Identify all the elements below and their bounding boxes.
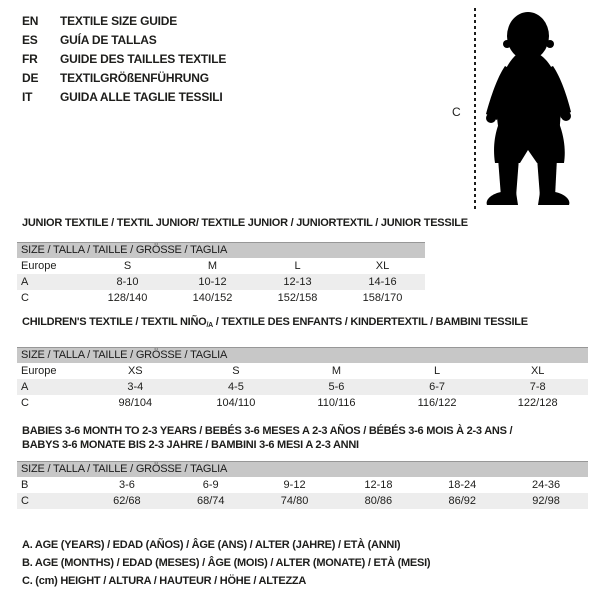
- junior-size-table: SIZE / TALLA / TAILLE / GRÖSSE / TAGLIA …: [17, 242, 425, 306]
- note-age-years: A. AGE (YEARS) / EDAD (AÑOS) / ÂGE (ANS)…: [22, 539, 401, 551]
- size-header-row: SIZE / TALLA / TAILLE / GRÖSSE / TAGLIA: [17, 347, 588, 363]
- cell: 98/104: [118, 396, 153, 409]
- table-row: A 8-10 10-12 12-13 14-16: [17, 273, 425, 290]
- table-row: Europe XS S M L XL: [17, 363, 588, 379]
- section-children: CHILDREN'S TEXTILE / TEXTIL NIÑO/A / TEX…: [17, 316, 600, 411]
- size-header-label: SIZE / TALLA / TAILLE / GRÖSSE / TAGLIA: [17, 242, 425, 258]
- section-title-line2: BABYS 3-6 MONATE BIS 2-3 JAHRE / BAMBINI…: [22, 439, 359, 451]
- cell: 62/68: [85, 492, 169, 509]
- language-row: ES GUÍA DE TALLAS: [22, 31, 226, 50]
- children-size-table: SIZE / TALLA / TAILLE / GRÖSSE / TAGLIA …: [17, 347, 588, 411]
- cell: 3-6: [118, 478, 135, 491]
- note-age-months: B. AGE (MONTHS) / EDAD (MESES) / ÂGE (MO…: [22, 557, 431, 569]
- cell: M: [331, 364, 342, 377]
- table-row: C 98/104 104/110 110/116 116/122 122/128: [17, 395, 588, 411]
- note-height: C. (cm) HEIGHT / ALTURA / HAUTEUR / HÖHE…: [22, 575, 307, 587]
- guide-title: TEXTILGRÖßENFÜHRUNG: [60, 71, 209, 85]
- language-code: DE: [22, 71, 39, 85]
- language-code: IT: [22, 90, 33, 104]
- cell: 3-4: [85, 378, 186, 395]
- language-code: EN: [22, 14, 39, 28]
- cell: 158/170: [362, 291, 403, 304]
- cell: XS: [127, 364, 143, 377]
- cell: 18-24: [448, 478, 477, 491]
- cell: L: [434, 364, 441, 377]
- section-title: JUNIOR TEXTILE / TEXTIL JUNIOR/ TEXTILE …: [22, 217, 468, 229]
- cell: 7-8: [487, 378, 588, 395]
- section-babies: BABIES 3-6 MONTH TO 2-3 YEARS / BEBÉS 3-…: [17, 424, 600, 509]
- height-dashed-line: [474, 8, 476, 210]
- row-label: C: [21, 291, 29, 304]
- cell: 10-12: [170, 273, 255, 290]
- cell: M: [207, 259, 218, 272]
- row-label: A: [17, 273, 85, 290]
- cell: 8-10: [85, 273, 170, 290]
- cell: 110/116: [317, 396, 356, 409]
- cell: S: [123, 259, 132, 272]
- cell: XL: [375, 259, 390, 272]
- cell: 4-5: [185, 378, 287, 395]
- cell: 80/86: [336, 492, 421, 509]
- size-header-row: SIZE / TALLA / TAILLE / GRÖSSE / TAGLIA: [17, 242, 425, 258]
- cell: 128/140: [107, 291, 148, 304]
- cell: S: [232, 364, 240, 377]
- section-title-line1: BABIES 3-6 MONTH TO 2-3 YEARS / BEBÉS 3-…: [22, 425, 513, 437]
- row-label: Europe: [21, 364, 57, 377]
- section-title: BABIES 3-6 MONTH TO 2-3 YEARS / BEBÉS 3-…: [17, 424, 600, 452]
- cell: 12-13: [255, 273, 340, 290]
- language-code: FR: [22, 52, 38, 66]
- row-label: B: [21, 478, 29, 491]
- size-header-label: SIZE / TALLA / TAILLE / GRÖSSE / TAGLIA: [17, 347, 588, 363]
- cell: 12-18: [364, 478, 393, 491]
- row-label: Europe: [21, 259, 57, 272]
- size-header-row: SIZE / TALLA / TAILLE / GRÖSSE / TAGLIA: [17, 461, 588, 477]
- cell: 14-16: [340, 273, 425, 290]
- row-label: A: [17, 378, 85, 395]
- cell: 68/74: [168, 492, 253, 509]
- table-row: Europe S M L XL: [17, 258, 425, 274]
- guide-title: GUIDE DES TAILLES TEXTILE: [60, 52, 227, 66]
- cell: L: [294, 259, 301, 272]
- guide-title: GUIDA ALLE TAGLIE TESSILI: [60, 90, 223, 104]
- table-row: A 3-4 4-5 5-6 6-7 7-8: [17, 378, 588, 395]
- height-measure-label: C: [452, 105, 461, 119]
- table-row: C 62/68 68/74 74/80 80/86 86/92 92/98: [17, 492, 588, 509]
- cell: 6-7: [386, 378, 488, 395]
- section-title: CHILDREN'S TEXTILE / TEXTIL NIÑO/A / TEX…: [22, 316, 528, 329]
- language-row: FR GUIDE DES TAILLES TEXTILE: [22, 50, 226, 69]
- table-row: B 3-6 6-9 9-12 12-18 18-24 24-36: [17, 477, 588, 493]
- section-junior: JUNIOR TEXTILE / TEXTIL JUNIOR/ TEXTILE …: [17, 217, 600, 306]
- cell: 74/80: [252, 492, 337, 509]
- toddler-silhouette-image: [486, 12, 571, 205]
- language-row: IT GUIDA ALLE TAGLIE TESSILI: [22, 88, 226, 107]
- cell: 152/158: [277, 291, 318, 304]
- cell: 122/128: [517, 396, 558, 409]
- cell: 104/110: [216, 396, 256, 409]
- size-header-label: SIZE / TALLA / TAILLE / GRÖSSE / TAGLIA: [17, 461, 588, 477]
- cell: 9-12: [283, 478, 306, 491]
- language-row: DE TEXTILGRÖßENFÜHRUNG: [22, 69, 226, 88]
- row-label: C: [21, 396, 29, 409]
- cell: 116/122: [417, 396, 457, 409]
- guide-title: TEXTILE SIZE GUIDE: [60, 14, 178, 28]
- cell: 6-9: [202, 478, 219, 491]
- cell: 92/98: [504, 492, 588, 509]
- cell: 86/92: [420, 492, 505, 509]
- cell: 24-36: [532, 478, 561, 491]
- language-code: ES: [22, 33, 38, 47]
- language-row: EN TEXTILE SIZE GUIDE: [22, 12, 226, 31]
- table-row: C 128/140 140/152 152/158 158/170: [17, 290, 425, 306]
- cell: 5-6: [286, 378, 387, 395]
- guide-title: GUÍA DE TALLAS: [60, 33, 157, 47]
- subscript-a: /A: [206, 322, 213, 329]
- language-title-list: EN TEXTILE SIZE GUIDE ES GUÍA DE TALLAS …: [22, 12, 226, 107]
- cell: 140/152: [192, 291, 233, 304]
- babies-size-table: SIZE / TALLA / TAILLE / GRÖSSE / TAGLIA …: [17, 461, 588, 509]
- row-label: C: [17, 492, 85, 509]
- legend-notes: A. AGE (YEARS) / EDAD (AÑOS) / ÂGE (ANS)…: [22, 536, 431, 590]
- cell: XL: [530, 364, 545, 377]
